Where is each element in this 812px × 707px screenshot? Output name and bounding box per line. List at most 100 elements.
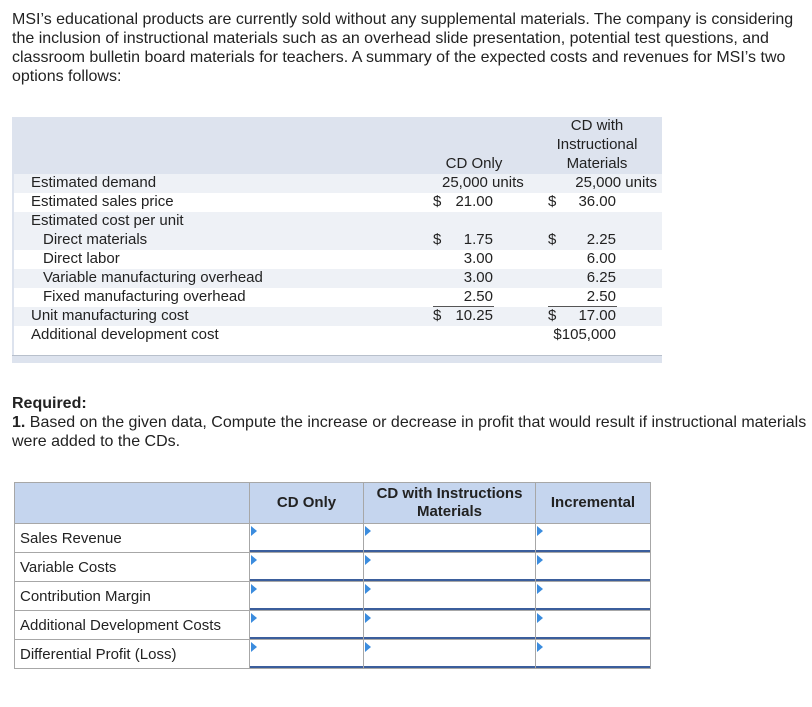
differential-profit-cd-only-input[interactable] [250,640,363,668]
row-label-fixed-overhead: Fixed manufacturing overhead [43,288,246,305]
dropdown-marker-icon [365,613,371,623]
dm-cd-only-symbol: $ [433,231,442,248]
subtotal-underline [548,306,617,307]
differential-profit-incremental-input[interactable] [536,640,650,668]
answer-cell [535,581,651,611]
required-section: Required: 1. Based on the given data, Co… [12,394,812,451]
dm-cd-instr: 2.25 [586,231,616,248]
intro-paragraph: MSI’s educational products are currently… [12,11,794,85]
dm-cd-only: 1.75 [463,231,493,248]
answer-cell [249,523,364,553]
dl-cd-only: 3.00 [463,250,493,267]
answer-row-label: Variable Costs [14,552,250,582]
answer-cell [535,552,651,582]
price-cd-only: 21.00 [455,193,493,210]
dropdown-marker-icon [251,584,257,594]
answer-cell [363,639,536,669]
required-question: 1. Based on the given data, Compute the … [12,413,812,451]
row-stripe [14,307,662,326]
table-left-border [12,174,14,355]
col-header-cd-instr-line2: Instructional [556,136,638,153]
umc-cd-instr: 17.00 [578,307,616,324]
row-label-demand: Estimated demand [31,174,157,191]
answer-row-variable-costs: Variable Costs [14,552,651,582]
dropdown-marker-icon [365,584,371,594]
contribution-margin-cd-only-input[interactable] [250,582,363,610]
dropdown-marker-icon [365,642,371,652]
subtotal-underline [433,306,494,307]
answer-cell [363,610,536,640]
answer-cell [249,581,364,611]
cost-revenue-table: CD Only CD with Instructional Materials … [12,117,662,363]
answer-cell [535,610,651,640]
contribution-margin-incremental-input[interactable] [536,582,650,610]
question-number: 1. [12,414,26,431]
vmo-cd-instr: 6.25 [586,269,616,286]
sales-revenue-incremental-input[interactable] [536,524,650,552]
umc-cd-only-symbol: $ [433,307,442,324]
answer-row-contribution-margin: Contribution Margin [14,581,651,611]
dropdown-marker-icon [537,613,543,623]
row-label-direct-labor: Direct labor [43,250,120,267]
fmo-cd-only: 2.50 [463,288,493,305]
col-header-cd-only: CD Only [445,155,503,172]
question-text: Based on the given data, Compute the inc… [12,414,807,450]
answer-row-label: Differential Profit (Loss) [14,639,250,669]
answer-cell [249,610,364,640]
answer-header-cd-instr: CD with Instructions Materials [363,482,536,524]
row-stripe [14,212,662,231]
dropdown-marker-icon [537,526,543,536]
row-label-cost-per-unit: Estimated cost per unit [31,212,184,229]
table-header-band [12,117,662,174]
dropdown-marker-icon [537,555,543,565]
answer-header-blank [14,482,250,524]
development-costs-cd-instr-input[interactable] [364,611,535,639]
answer-row-label: Contribution Margin [14,581,250,611]
dropdown-marker-icon [365,555,371,565]
answer-cell [363,523,536,553]
contribution-margin-cd-instr-input[interactable] [364,582,535,610]
sales-revenue-cd-instr-input[interactable] [364,524,535,552]
dm-cd-instr-symbol: $ [548,231,557,248]
dropdown-marker-icon [251,642,257,652]
answer-row-sales-revenue: Sales Revenue [14,523,651,553]
row-label-unit-cost: Unit manufacturing cost [31,307,189,324]
dl-cd-instr: 6.00 [586,250,616,267]
dropdown-marker-icon [537,584,543,594]
row-label-price: Estimated sales price [31,193,174,210]
required-heading: Required: [12,395,87,412]
variable-costs-cd-only-input[interactable] [250,553,363,581]
variable-costs-cd-instr-input[interactable] [364,553,535,581]
row-stripe [14,174,662,193]
answer-header-row: CD Only CD with Instructions Materials I… [14,482,651,524]
row-stripe [14,231,662,250]
price-cd-instr-symbol: $ [548,193,557,210]
row-label-direct-materials: Direct materials [43,231,148,248]
vmo-cd-only: 3.00 [463,269,493,286]
dropdown-marker-icon [251,526,257,536]
col-header-cd-instr-line1: CD with [570,117,624,134]
fmo-cd-instr: 2.50 [586,288,616,305]
answer-cell [535,639,651,669]
answer-header-cd-only: CD Only [249,482,364,524]
answer-row-label: Sales Revenue [14,523,250,553]
development-costs-cd-only-input[interactable] [250,611,363,639]
table-footer-band [12,355,662,363]
adc-cd-instr: $105,000 [553,326,616,343]
price-cd-instr: 36.00 [578,193,616,210]
sales-revenue-cd-only-input[interactable] [250,524,363,552]
variable-costs-incremental-input[interactable] [536,553,650,581]
development-costs-incremental-input[interactable] [536,611,650,639]
answer-table: CD Only CD with Instructions Materials I… [14,482,651,669]
row-label-variable-overhead: Variable manufacturing overhead [43,269,263,286]
dropdown-marker-icon [537,642,543,652]
differential-profit-cd-instr-input[interactable] [364,640,535,668]
answer-cell [249,639,364,669]
col-header-cd-instr-line3: Materials [566,155,628,172]
price-cd-only-symbol: $ [433,193,442,210]
answer-row-additional-development: Additional Development Costs [14,610,651,640]
dropdown-marker-icon [365,526,371,536]
answer-cell [535,523,651,553]
umc-cd-instr-symbol: $ [548,307,557,324]
answer-row-label: Additional Development Costs [14,610,250,640]
